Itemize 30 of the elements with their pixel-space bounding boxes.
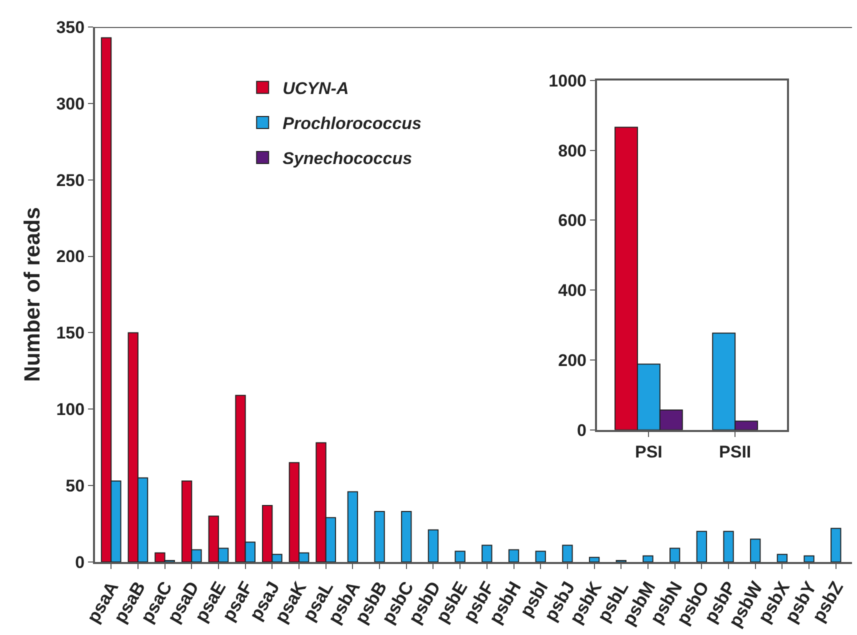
bar [830,528,842,562]
bar [696,530,708,562]
x-tick-label: PSI [635,442,662,462]
legend-label: UCYN-A [282,78,349,98]
y-tick-label: 0 [75,552,85,572]
bar [642,555,654,562]
legend-label: Synechococcus [282,149,412,168]
y-tick-label: 200 [56,247,85,266]
bar [562,544,573,562]
y-tick-label: 0 [577,420,586,440]
y-tick-label: 50 [66,476,85,496]
legend-label: Prochlorococcus [282,114,422,134]
bar [723,530,734,562]
y-tick-label: 1000 [548,71,586,90]
y-tick-label: 300 [56,94,85,114]
bar [776,554,788,562]
y-tick-label: 400 [558,281,586,300]
y-tick-label: 150 [56,324,85,343]
y-tick-label: 250 [56,170,85,190]
bar [670,548,680,562]
bar [588,556,600,562]
y-axis-title: Number of reads [20,207,45,382]
y-tick-label: 100 [56,400,85,420]
y-tick-label: 350 [56,18,85,37]
bar [750,538,761,562]
bar [804,555,814,562]
x-tick-label: PSII [719,442,752,462]
y-tick-label: 200 [558,350,586,370]
y-tick-label: 600 [558,211,586,230]
y-tick-label: 800 [558,141,586,160]
